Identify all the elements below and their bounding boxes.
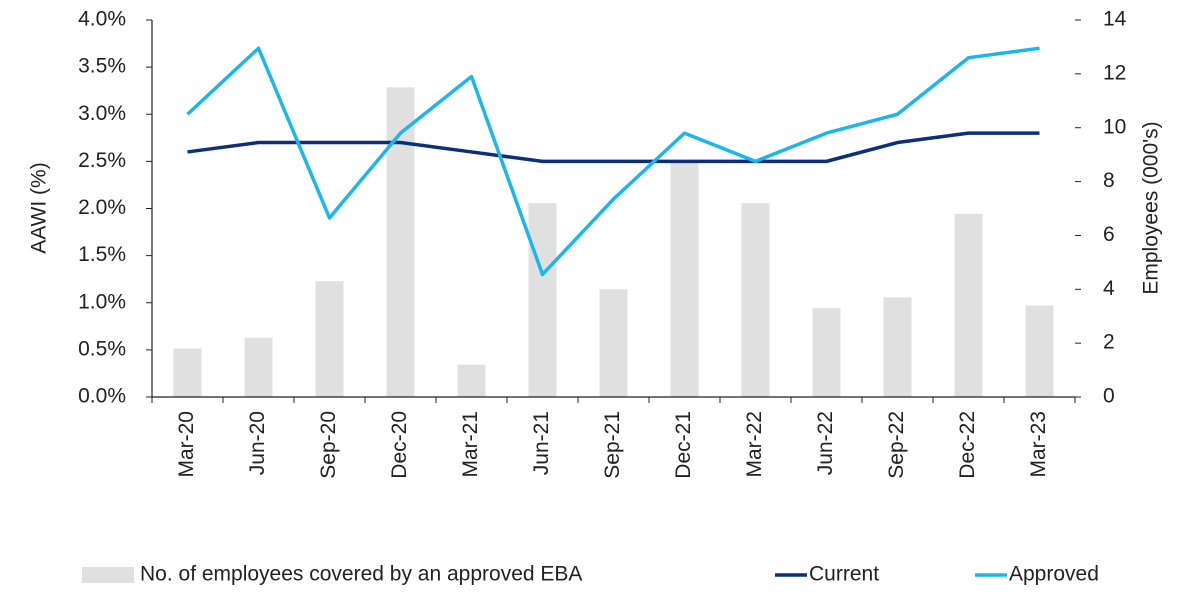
legend-label: Approved [1009, 563, 1099, 586]
bar [812, 308, 841, 397]
y-axis-label: AAWI (%) [28, 162, 51, 253]
legend-swatch [82, 567, 134, 583]
x-tick-label: Mar-22 [743, 411, 766, 478]
y-tick-label: 0.5% [78, 337, 126, 360]
y2-axis-label: Employees (000's) [1140, 121, 1163, 294]
y-tick-label: 3.0% [78, 102, 126, 125]
bar [1025, 305, 1054, 397]
y2-tick-label: 4 [1103, 277, 1115, 300]
y2-tick-label: 14 [1103, 8, 1127, 31]
y2-tick-label: 6 [1103, 223, 1115, 246]
line-series [186, 46, 1040, 277]
bar [315, 281, 344, 397]
y-tick-label: 4.0% [78, 8, 126, 31]
x-tick-label: Jun-22 [814, 411, 837, 475]
line-series [187, 131, 1040, 164]
x-tick-label: Dec-20 [388, 411, 411, 479]
x-tick-label: Mar-20 [175, 411, 198, 478]
bar [386, 87, 415, 398]
bar [457, 364, 486, 397]
y2-tick-label: 2 [1103, 331, 1115, 354]
bar [954, 213, 983, 397]
y2-tick-label: 12 [1103, 61, 1126, 84]
y-tick-label: 1.0% [78, 290, 126, 313]
bar [599, 289, 628, 397]
x-tick-label: Mar-21 [459, 411, 482, 478]
x-tick-label: Sep-22 [885, 411, 908, 479]
y2-tick-label: 0 [1103, 385, 1115, 408]
y-tick-label: 3.5% [78, 55, 126, 78]
y-tick-label: 0.0% [78, 385, 126, 408]
x-tick-label: Mar-23 [1027, 411, 1050, 478]
x-tick-label: Jun-20 [246, 411, 269, 475]
y-tick-label: 2.5% [78, 149, 126, 172]
bar [528, 203, 557, 397]
bar [244, 337, 273, 397]
bar [670, 160, 699, 397]
legend-label: Current [809, 563, 879, 586]
y2-tick-label: 8 [1103, 169, 1115, 192]
y-tick-label: 2.0% [78, 196, 126, 219]
y-tick-label: 1.5% [78, 243, 126, 266]
y2-tick-label: 10 [1103, 115, 1126, 138]
x-tick-label: Sep-20 [317, 411, 340, 479]
x-tick-label: Sep-21 [601, 411, 624, 479]
x-tick-label: Dec-21 [672, 411, 695, 479]
legend-label: No. of employees covered by an approved … [140, 563, 582, 586]
bar [741, 203, 770, 397]
x-tick-label: Dec-22 [956, 411, 979, 479]
x-tick-label: Jun-21 [530, 411, 553, 475]
bar [173, 348, 202, 397]
bar [883, 297, 912, 397]
